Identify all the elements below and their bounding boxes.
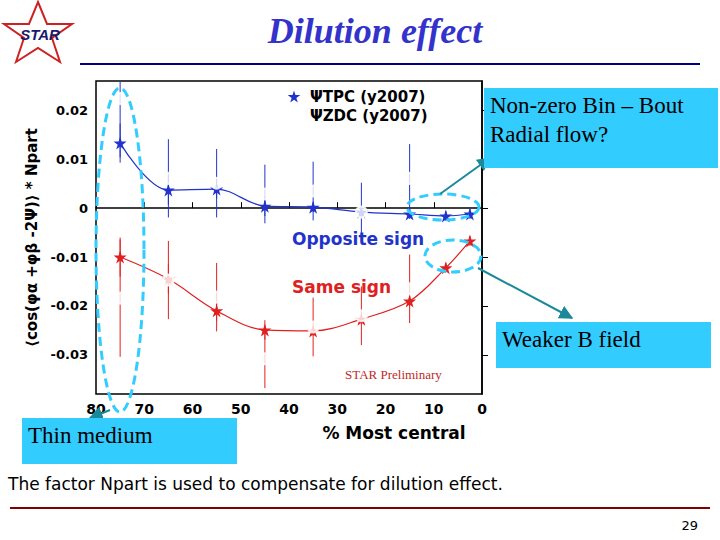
svg-text:STAR Preliminary: STAR Preliminary xyxy=(345,367,442,382)
html-text:Thin medium: Thin medium xyxy=(28,423,153,448)
svg-text:⟨cos(φα +φβ -2Ψ)⟩ * Npart: ⟨cos(φα +φβ -2Ψ)⟩ * Npart xyxy=(23,128,41,347)
html-text:Dilution effect: Dilution effect xyxy=(267,11,483,51)
svg-text:Same sign: Same sign xyxy=(292,277,391,297)
svg-text:40: 40 xyxy=(279,401,299,417)
svg-text:-0.02: -0.02 xyxy=(51,298,88,313)
svg-text:ΨTPC (y2007): ΨTPC (y2007) xyxy=(310,88,425,106)
svg-text:60: 60 xyxy=(183,401,203,417)
svg-text:20: 20 xyxy=(376,401,396,417)
svg-text:0.02: 0.02 xyxy=(56,103,88,118)
svg-text:0: 0 xyxy=(79,201,88,216)
svg-text:50: 50 xyxy=(231,401,251,417)
svg-text:-0.03: -0.03 xyxy=(51,347,88,362)
html-text:Radial flow?: Radial flow? xyxy=(490,121,609,147)
html-text:The factor Npart is used to co: The factor Npart is used to compensate f… xyxy=(8,474,503,494)
html-text:29: 29 xyxy=(681,518,698,533)
svg-text:ΨZDC (y2007): ΨZDC (y2007) xyxy=(310,107,428,125)
html-text:Non-zero Bin – Bout: Non-zero Bin – Bout xyxy=(490,93,684,118)
svg-text:70: 70 xyxy=(135,401,155,417)
svg-text:0: 0 xyxy=(477,401,487,417)
html-text:Weaker B field: Weaker B field xyxy=(502,327,641,352)
svg-text:% Most central: % Most central xyxy=(322,423,465,443)
svg-text:80: 80 xyxy=(86,401,106,417)
svg-text:STAR: STAR xyxy=(20,26,60,43)
svg-text:0.01: 0.01 xyxy=(56,152,88,167)
svg-text:30: 30 xyxy=(328,401,348,417)
svg-text:-0.01: -0.01 xyxy=(51,250,88,265)
svg-text:Opposite sign: Opposite sign xyxy=(292,229,424,249)
svg-text:10: 10 xyxy=(424,401,444,417)
